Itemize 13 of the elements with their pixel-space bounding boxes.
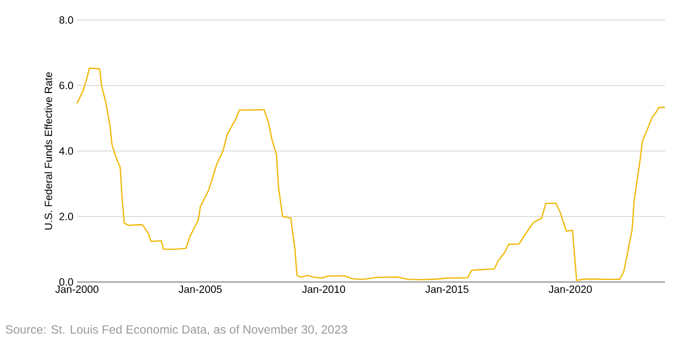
y-tick-label: 2.0 (59, 212, 74, 220)
y-tick-label: 0.0 (59, 278, 74, 286)
x-tick-label: Jan-2005 (178, 286, 222, 293)
line-series (76, 67, 666, 282)
x-tick-label: Jan-2020 (548, 286, 592, 293)
x-tick-label: Jan-2010 (302, 286, 346, 293)
y-axis-title: U.S. Federal Funds Effective Rate (44, 72, 52, 230)
y-tick-label: 8.0 (59, 16, 74, 24)
x-tick-label: Jan-2000 (55, 286, 98, 293)
x-tick-label: Jan-2015 (425, 286, 468, 293)
y-tick-label: 6.0 (59, 82, 74, 90)
source-note: Source: St. Louis Fed Economic Data, as of November 30, 2023 (6, 324, 348, 336)
y-tick-label: 4.0 (59, 147, 74, 155)
